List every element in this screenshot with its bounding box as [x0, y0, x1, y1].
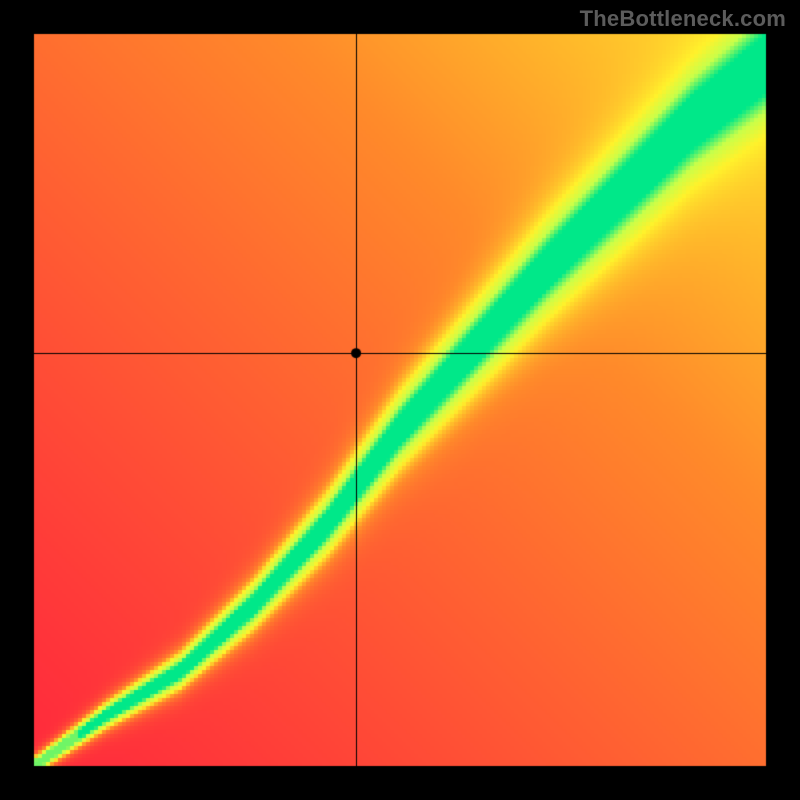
heatmap-canvas [0, 0, 800, 800]
chart-container: TheBottleneck.com [0, 0, 800, 800]
watermark-text: TheBottleneck.com [580, 6, 786, 32]
